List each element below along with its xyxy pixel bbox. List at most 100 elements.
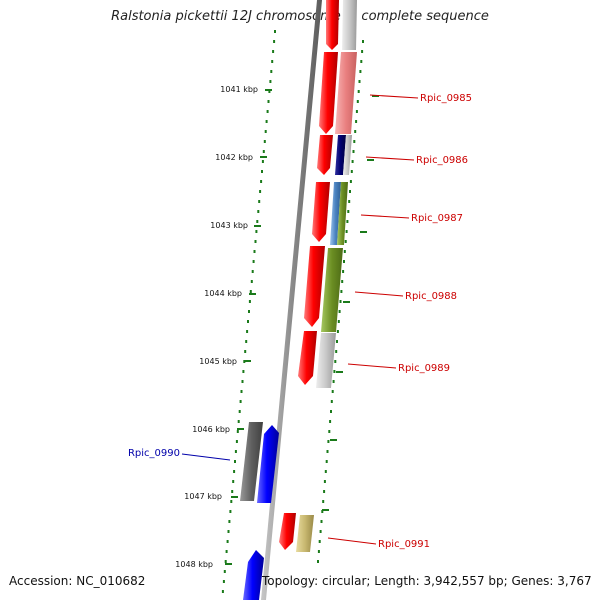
scale-dot <box>318 540 321 543</box>
genome-summary-text: Topology: circular; Length: 3,942,557 bp… <box>262 574 592 588</box>
scale-dot <box>263 140 266 143</box>
scale-dot <box>257 210 260 213</box>
cds-feature-rpic-0991[interactable] <box>296 515 314 552</box>
gene-arrow-rpic-0988[interactable] <box>304 246 325 327</box>
gene-arrow-rpic-0991[interactable] <box>279 513 296 550</box>
scale-dot <box>325 460 328 463</box>
map-title: Ralstonia pickettii 12J chromosome 1, co… <box>111 9 489 24</box>
scale-dot <box>250 280 253 283</box>
scale-dot <box>344 240 347 243</box>
cds-feature-rpic-0985[interactable] <box>335 52 357 134</box>
scale-dot <box>248 310 250 313</box>
scale-dot <box>237 420 240 423</box>
scale-dot <box>264 130 267 133</box>
scale-dot <box>256 220 259 223</box>
scale-dot <box>328 430 331 433</box>
scale-dot <box>230 500 233 503</box>
scale-dot <box>362 40 364 43</box>
cds-feature[interactable] <box>342 0 357 50</box>
gene-label-rpic-0986[interactable]: Rpic_0986 <box>365 155 468 166</box>
scale-dot <box>336 330 339 333</box>
cds-feature-rpic-0986b[interactable] <box>343 135 352 175</box>
scale-dot <box>271 60 274 63</box>
gene-label-rpic-0987[interactable]: Rpic_0987 <box>360 213 463 224</box>
cds-feature-rpic-0990[interactable] <box>240 422 263 501</box>
scale-dot <box>336 340 338 343</box>
scale-dot <box>355 110 358 113</box>
scale-tick-1044: 1044 kbp <box>204 289 256 298</box>
gene-label-text: Rpic_0991 <box>378 539 430 550</box>
scale-dot <box>322 500 325 503</box>
gene-arrow[interactable] <box>326 0 339 50</box>
scale-dot <box>333 370 336 373</box>
scale-dot <box>241 380 244 383</box>
scale-dot <box>267 100 270 103</box>
scale-dot <box>274 30 276 33</box>
scale-dot <box>240 390 243 393</box>
gene-label-rpic-0991[interactable]: Rpic_0991 <box>327 537 430 550</box>
scale-dot <box>324 470 327 473</box>
scale-dot <box>225 550 228 553</box>
scale-dot <box>221 590 224 593</box>
cds-feature-rpic-0987b[interactable] <box>337 182 348 245</box>
gene-arrow-rpic-0990[interactable] <box>257 425 279 503</box>
scale-dot <box>261 160 264 163</box>
scale-dotted-lines <box>221 30 364 593</box>
scale-dot <box>245 340 248 343</box>
scale-dot <box>327 440 330 443</box>
cds-feature-rpic-0986a[interactable] <box>335 135 346 175</box>
scale-dot <box>359 70 362 73</box>
scale-dot <box>222 580 225 583</box>
scale-dot <box>246 330 249 333</box>
scale-dot <box>247 320 249 323</box>
scale-tick-1043: 1043 kbp <box>210 221 261 230</box>
gene-arrow-rpic-0989[interactable] <box>298 331 317 385</box>
gene-arrow-rpic-0986[interactable] <box>317 135 333 175</box>
scale-dot <box>231 490 234 493</box>
accession-text: Accession: NC_010682 <box>9 574 146 588</box>
scale-tick-label: 1044 kbp <box>204 289 242 298</box>
scale-dot <box>253 250 256 253</box>
scale-tick-1042: 1042 kbp <box>215 153 267 162</box>
scale-dot <box>254 240 257 243</box>
scale-dot <box>340 290 343 293</box>
scale-tick-label: 1042 kbp <box>215 153 253 162</box>
scale-tick-1045: 1045 kbp <box>199 357 251 366</box>
scale-tick-label: 1043 kbp <box>210 221 248 230</box>
scale-dot <box>228 520 231 523</box>
scale-dot <box>337 320 340 323</box>
scale-dot <box>270 70 273 73</box>
scale-tick-1048: 1048 kbp <box>175 560 232 569</box>
gene-label-rpic-0988[interactable]: Rpic_0988 <box>354 291 457 302</box>
scale-dot <box>244 350 247 353</box>
scale-dot <box>349 180 352 183</box>
scale-dot <box>234 450 237 453</box>
scale-dot <box>233 470 236 473</box>
gene-label-rpic-0985[interactable]: Rpic_0985 <box>369 93 472 104</box>
gene-labels: Rpic_0985 Rpic_0986 Rpic_0987 Rpic_0988 … <box>128 93 472 550</box>
scale-dot <box>323 480 326 483</box>
gene-arrow-rpic-0985[interactable] <box>319 52 338 134</box>
scale-dot <box>317 560 319 563</box>
scale-dot <box>268 90 271 93</box>
gene-label-text: Rpic_0987 <box>411 213 463 224</box>
scale-dot <box>235 440 238 443</box>
cds-feature-rpic-0988[interactable] <box>321 248 343 332</box>
scale-dot <box>341 280 344 283</box>
gene-label-rpic-0990[interactable]: Rpic_0990 <box>128 448 231 461</box>
gene-label-rpic-0989[interactable]: Rpic_0989 <box>347 363 450 374</box>
gene-arrow-rpic-0987[interactable] <box>312 182 330 242</box>
scale-dot <box>338 310 341 313</box>
scale-dot <box>356 100 359 103</box>
scale-tick-1046: 1046 kbp <box>192 425 244 434</box>
scale-dot <box>352 150 355 153</box>
gene-arrow[interactable] <box>243 550 264 600</box>
scale-dot <box>242 370 245 373</box>
scale-dot <box>343 260 345 263</box>
cds-feature-rpic-0989[interactable] <box>316 333 336 388</box>
cds-feature-rpic-0987a[interactable] <box>330 182 341 245</box>
scale-dot <box>351 160 354 163</box>
scale-ticks: 1041 kbp 1042 kbp 1043 kbp 1044 kbp 1045… <box>175 85 272 569</box>
